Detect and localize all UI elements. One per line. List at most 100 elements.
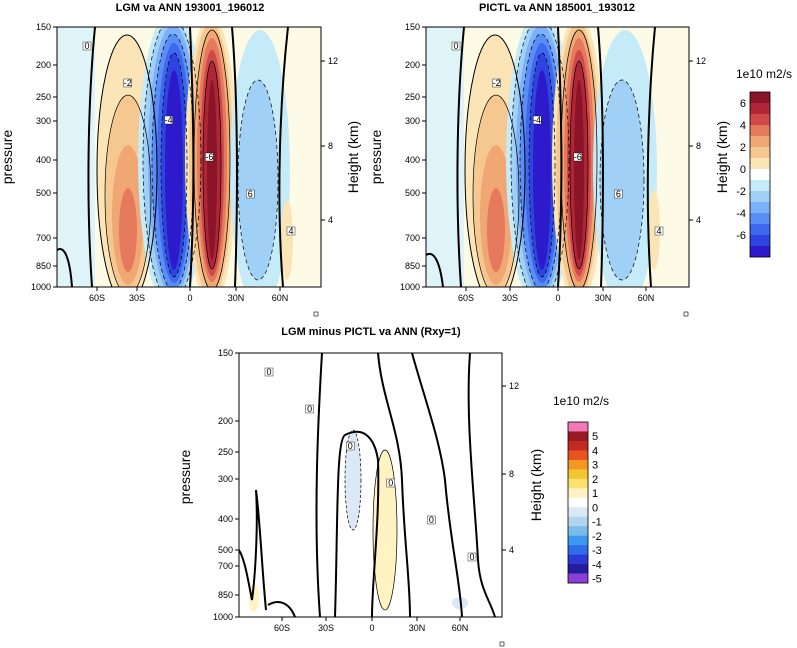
contour-label-box [533, 115, 542, 125]
panel-3-pos-patch-small [249, 584, 259, 612]
colorbar-2-frame [567, 421, 589, 584]
colorbar-1-swatch [750, 114, 770, 126]
right-tick-label: 12 [696, 56, 706, 66]
contour-label: 4 [288, 226, 293, 236]
colorbar-2-swatch [568, 422, 588, 432]
y-tick-label: 150 [36, 22, 51, 32]
panel-1-contour-line [96, 34, 158, 287]
y-tick-label: 250 [218, 447, 233, 457]
y-tick-label: 200 [218, 416, 233, 426]
panel-3-zero-contour [239, 489, 267, 611]
x-tick-label: 30N [228, 293, 245, 303]
panel-1-pos-lobe-4 [119, 188, 137, 272]
colorbar-2-swatch [568, 507, 588, 518]
y-tick-label: 500 [405, 188, 420, 198]
panel-2-plot [426, 27, 689, 287]
panel-2-pos-lobe-4 [487, 188, 505, 272]
panel-3-background [239, 353, 502, 617]
contour-label-box [492, 78, 501, 88]
contour-label: -6 [574, 152, 582, 162]
panel-1-frame [56, 26, 322, 288]
contour-label-box [386, 478, 395, 488]
panel-3-neg-patch [345, 430, 361, 530]
panel-2-contour-line [528, 52, 556, 278]
panel-2-title: PICTL va ANN 185001_193012 [479, 2, 635, 14]
panel-2-neg-7 [533, 70, 551, 270]
contour-label-box [614, 189, 623, 199]
contour-label-box [164, 115, 173, 125]
colorbar-2-label: 4 [592, 445, 598, 457]
colorbar-1-swatch [750, 136, 770, 148]
y-tick-label: 700 [405, 233, 420, 243]
colorbar-1-swatch [750, 103, 770, 115]
contour-label-box [245, 189, 255, 199]
colorbar-1-swatch [750, 125, 770, 137]
colorbar-2-label: -1 [592, 517, 602, 529]
colorbar-1-swatch [750, 202, 770, 214]
x-tick-label: 30S [502, 293, 518, 303]
y-tick-label: 300 [218, 474, 233, 484]
right-tick-label: 12 [328, 56, 338, 66]
colorbar-1-label: 0 [740, 164, 746, 176]
colorbar-2-swatch [568, 469, 588, 480]
colorbar-1-label: -4 [736, 208, 746, 220]
y-axis-label: pressure [0, 130, 15, 185]
panel-2-zero-contour [646, 27, 656, 287]
colorbar-1-swatch [750, 92, 770, 104]
contour-label: -6 [205, 152, 213, 162]
colorbar-2-swatch [568, 535, 588, 546]
colorbar-1-label: 2 [740, 142, 746, 154]
colorbar-2-swatch [568, 450, 588, 461]
x-tick-label: 60S [89, 293, 105, 303]
contour-label-box [573, 152, 582, 162]
contour-label: -4 [533, 115, 541, 125]
panel-1-zero-contour [278, 27, 289, 287]
panel-3-contour-line [372, 449, 398, 611]
contour-label-box [123, 78, 133, 88]
colorbar-1-swatch [750, 191, 770, 203]
colorbar-2-label: -2 [592, 531, 602, 543]
contour-label-box [286, 226, 296, 236]
panel-2-contour-line [599, 79, 645, 281]
x-tick-label: 60N [272, 293, 289, 303]
contour-label: 4 [656, 226, 661, 236]
colorbar-2-label: 5 [592, 431, 598, 443]
contour-label: 0 [429, 515, 434, 525]
panel-1-zero-contour [189, 27, 195, 287]
y-tick-label: 850 [36, 261, 51, 271]
contour-label-box [427, 515, 436, 525]
panel-3-zero-contour [377, 353, 411, 617]
colorbar-1-swatch [750, 246, 770, 258]
right-tick-label: 12 [509, 381, 519, 391]
panel-1-zero-contour [57, 248, 73, 287]
right-tick-label: 8 [696, 141, 701, 151]
colorbar-2-label: 0 [592, 502, 598, 514]
y-tick-label: 400 [218, 514, 233, 524]
corner-marker [499, 641, 505, 647]
contour-label: 0 [469, 552, 474, 562]
panel-3-plot [239, 353, 502, 617]
panel-3-frame [238, 352, 503, 618]
x-tick-label: 30S [129, 293, 145, 303]
colorbar-1-swatch [750, 213, 770, 225]
contour-label: 0 [453, 41, 458, 51]
panel-1-zero-contour [231, 27, 238, 287]
colorbar-2-label: -5 [592, 574, 602, 586]
colorbar-2-swatch [568, 431, 588, 442]
panel-1-pos-7 [207, 80, 217, 260]
x-tick-label: 60N [638, 293, 655, 303]
panel-2-zero-contour [426, 252, 444, 287]
x-tick-label: 0 [369, 623, 374, 633]
panel-2-contour-line [569, 60, 589, 270]
x-tick-label: 60S [274, 623, 290, 633]
y-tick-label: 1000 [400, 282, 420, 292]
right-tick-label: 4 [328, 215, 333, 225]
colorbar-1-unit: 1e10 m2/s [736, 67, 792, 81]
panel-1-contour-line [237, 79, 279, 281]
contour-label-box [346, 441, 355, 451]
colorbar-2-swatch [568, 554, 588, 565]
panel-1-contour-line [202, 60, 222, 270]
colorbar-1-swatch [750, 224, 770, 236]
panel-1-nh-pos [281, 200, 293, 280]
